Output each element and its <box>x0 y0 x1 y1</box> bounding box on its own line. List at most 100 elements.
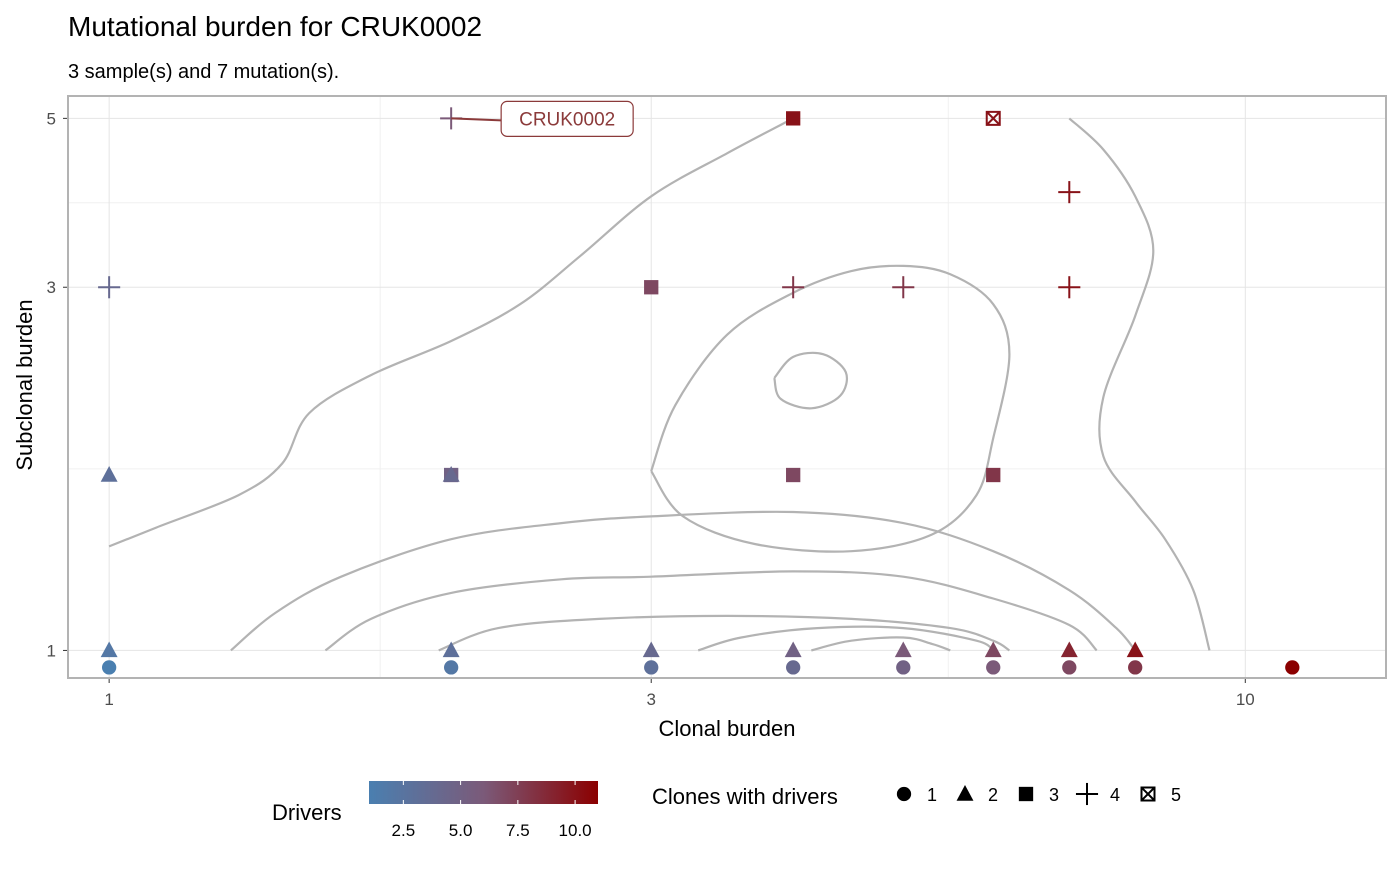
data-point-13 <box>786 111 801 126</box>
data-point-13-square <box>786 111 801 126</box>
shape-legend-key-2 <box>956 785 974 801</box>
data-point-26 <box>1058 276 1081 299</box>
data-point-7-triangle <box>442 466 460 482</box>
data-point-4 <box>101 660 117 675</box>
contour-line-5 <box>438 614 1011 652</box>
data-point-31-circle <box>1285 660 1300 675</box>
shape-legend-label-4: 4 <box>1110 785 1120 805</box>
shape-legend-key-1 <box>896 786 912 802</box>
data-point-29 <box>1126 641 1144 658</box>
shape-legend-label-2: 2 <box>988 785 998 805</box>
y-tick-label: 3 <box>47 278 56 297</box>
data-point-2-triangle <box>100 466 118 482</box>
colorbar-title: Drivers <box>272 800 342 825</box>
y-tick-label: 5 <box>47 109 56 128</box>
data-point-7 <box>442 466 460 482</box>
colorbar-tick-label: 10.0 <box>559 821 592 840</box>
data-point-9 <box>444 660 459 675</box>
data-point-17-circle <box>786 660 801 675</box>
shape-legend-key-4 <box>1075 782 1099 806</box>
colorbar-tick-label: 5.0 <box>449 821 473 840</box>
data-point-18 <box>892 276 915 299</box>
data-point-28 <box>1062 660 1077 675</box>
legend: Drivers 2.5 5.0 7.5 10.0 Clones with driver… <box>272 781 1181 840</box>
contour-line-4 <box>324 570 1098 652</box>
data-point-25 <box>1058 181 1081 204</box>
data-point-10 <box>644 280 659 295</box>
colorbar-ticks: 2.5 5.0 7.5 10.0 <box>392 781 592 840</box>
x-axis-label: Clonal burden <box>659 716 796 741</box>
data-point-30-circle <box>1128 660 1143 675</box>
x-axis-ticks: 1 3 10 <box>104 679 1255 709</box>
data-point-23 <box>984 641 1002 658</box>
data-point-30 <box>1128 660 1143 675</box>
shape-legend-key-5 <box>1140 786 1156 802</box>
y-tick-label: 1 <box>47 641 56 660</box>
data-point-19 <box>894 641 912 658</box>
data-point-12-circle <box>644 660 659 675</box>
data-point-9-circle <box>444 660 459 675</box>
data-point-4-circle <box>101 660 117 675</box>
data-point-15 <box>786 467 801 483</box>
data-point-21-box <box>985 110 1001 126</box>
data-point-12 <box>644 660 659 675</box>
data-point-27-triangle <box>1060 641 1078 658</box>
colorbar <box>369 781 598 804</box>
x-tick-label: 1 <box>104 690 113 709</box>
contour-line-7 <box>811 636 951 652</box>
contour-line-3 <box>230 510 1137 652</box>
data-point-27 <box>1060 641 1078 658</box>
chart-title: Mutational burden for CRUK0002 <box>68 11 482 42</box>
data-point-3 <box>100 641 118 658</box>
data-point-19-triangle <box>894 641 912 658</box>
data-point-17 <box>786 660 801 675</box>
data-point-11 <box>642 641 660 658</box>
data-point-22-square <box>986 467 1001 483</box>
data-point-8-triangle <box>442 641 460 658</box>
panel-border <box>67 95 1387 679</box>
data-point-1 <box>98 276 121 299</box>
annotation-leader-line <box>451 117 502 122</box>
shape-legend-entries: 1 2 3 4 5 <box>896 782 1181 806</box>
shape-legend-key-1-circle <box>896 786 912 802</box>
shape-legend-key-5-box <box>1140 786 1156 802</box>
annotation-box <box>500 100 634 137</box>
density-contours <box>108 117 1211 652</box>
x-tick-label: 10 <box>1236 690 1255 709</box>
shape-legend-key-5-cross-b <box>1140 786 1156 802</box>
data-point-21-cross-b <box>986 111 1001 126</box>
shape-legend-key-3 <box>1018 786 1034 802</box>
y-axis-label: Subclonal burden <box>12 299 37 470</box>
data-point-28-circle <box>1062 660 1077 675</box>
data-point-29-triangle <box>1126 641 1144 658</box>
shape-legend-label-3: 3 <box>1049 785 1059 805</box>
data-point-14 <box>782 276 805 299</box>
contour-line-9 <box>773 351 849 410</box>
data-point-22 <box>986 467 1001 483</box>
x-tick-label: 3 <box>646 690 655 709</box>
data-points <box>98 107 1300 675</box>
shape-legend-key-3-square <box>1018 786 1034 802</box>
data-point-23-triangle <box>984 641 1002 658</box>
data-point-24 <box>986 660 1001 675</box>
annotation-label: CRUK0002 <box>519 109 615 130</box>
data-point-10-square <box>644 280 659 295</box>
colorbar-tick-label: 2.5 <box>392 821 416 840</box>
data-point-11-triangle <box>642 641 660 658</box>
data-point-21 <box>985 110 1001 126</box>
data-point-20-circle <box>896 660 911 675</box>
data-point-2 <box>100 466 118 482</box>
shape-legend-label-1: 1 <box>927 785 937 805</box>
data-point-15-square <box>786 467 801 483</box>
contour-line-1 <box>108 117 794 548</box>
data-point-24-circle <box>986 660 1001 675</box>
data-point-3-triangle <box>100 641 118 658</box>
contour-line-6 <box>697 625 994 652</box>
sample-annotation: CRUK0002 <box>451 100 634 137</box>
data-point-16 <box>784 641 802 658</box>
chart-subtitle: 3 sample(s) and 7 mutation(s). <box>68 61 339 83</box>
data-point-20 <box>896 660 911 675</box>
data-point-31 <box>1285 660 1300 675</box>
